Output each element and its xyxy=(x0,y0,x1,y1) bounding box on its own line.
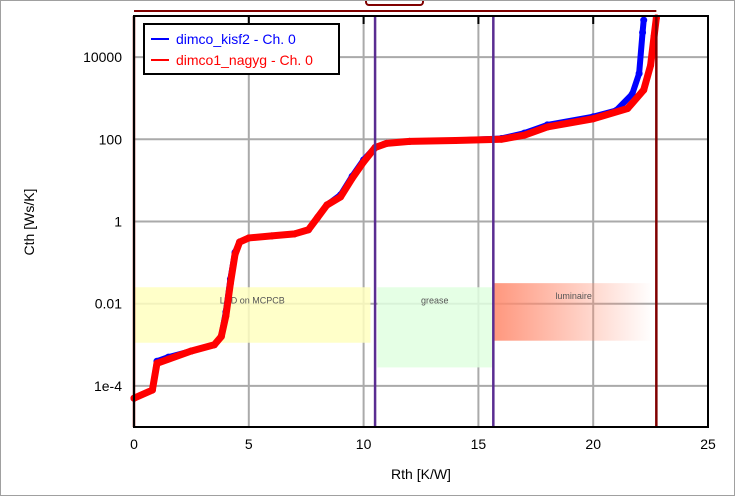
data-point xyxy=(217,333,225,341)
data-point xyxy=(520,131,528,139)
legend-box xyxy=(143,23,340,75)
x-tick-label: 0 xyxy=(130,436,138,452)
data-point xyxy=(231,250,239,258)
data-point xyxy=(348,174,356,182)
data-point xyxy=(164,355,172,363)
region-box xyxy=(494,283,653,341)
y-tick-label: 1e-4 xyxy=(94,378,122,394)
y-tick-label: 10000 xyxy=(83,49,122,65)
dimension-label-box xyxy=(365,1,424,6)
data-point xyxy=(543,123,551,131)
region-label: grease xyxy=(421,295,449,305)
data-point xyxy=(291,230,299,238)
data-point xyxy=(210,341,218,349)
data-point xyxy=(635,70,643,78)
x-tick-label: 10 xyxy=(356,436,372,452)
y-tick-label: 0.01 xyxy=(95,296,122,312)
data-point xyxy=(226,279,234,287)
x-tick-label: 5 xyxy=(245,436,253,452)
region-label: luminaire xyxy=(555,291,592,301)
data-point xyxy=(639,28,647,36)
data-point xyxy=(187,347,195,355)
data-point xyxy=(451,137,459,145)
data-point xyxy=(406,137,414,145)
x-tick-label: 15 xyxy=(471,436,487,452)
data-point xyxy=(304,226,312,234)
x-tick-label: 20 xyxy=(585,436,601,452)
plot-frame xyxy=(133,15,709,428)
data-point xyxy=(497,135,505,143)
data-point xyxy=(148,386,156,394)
data-point xyxy=(236,238,244,246)
x-axis-label: Rth [K/W] xyxy=(391,466,451,482)
region-box xyxy=(377,287,493,368)
data-point xyxy=(360,158,368,166)
data-point xyxy=(640,16,648,24)
data-point xyxy=(383,139,391,147)
legend-label: dimco1_nagyg - Ch. 0 xyxy=(176,52,313,68)
data-point xyxy=(647,61,655,69)
region-box xyxy=(134,287,371,343)
data-point xyxy=(640,86,648,94)
y-tick-label: 1 xyxy=(114,214,122,230)
data-point xyxy=(589,115,597,123)
y-axis-label: Cth [Ws/K] xyxy=(21,189,37,256)
data-point xyxy=(222,312,230,320)
y-tick-label: 100 xyxy=(99,131,123,147)
data-point xyxy=(245,234,253,242)
data-point xyxy=(323,201,331,209)
x-tick-label: 25 xyxy=(700,436,716,452)
data-point xyxy=(153,359,161,367)
region-label: LED on MCPCB xyxy=(220,295,285,305)
data-point xyxy=(337,193,345,201)
data-point xyxy=(314,213,322,221)
data-point xyxy=(624,104,632,112)
data-point xyxy=(628,90,636,98)
legend-label: dimco_kisf2 - Ch. 0 xyxy=(176,31,296,47)
data-point xyxy=(268,232,276,240)
